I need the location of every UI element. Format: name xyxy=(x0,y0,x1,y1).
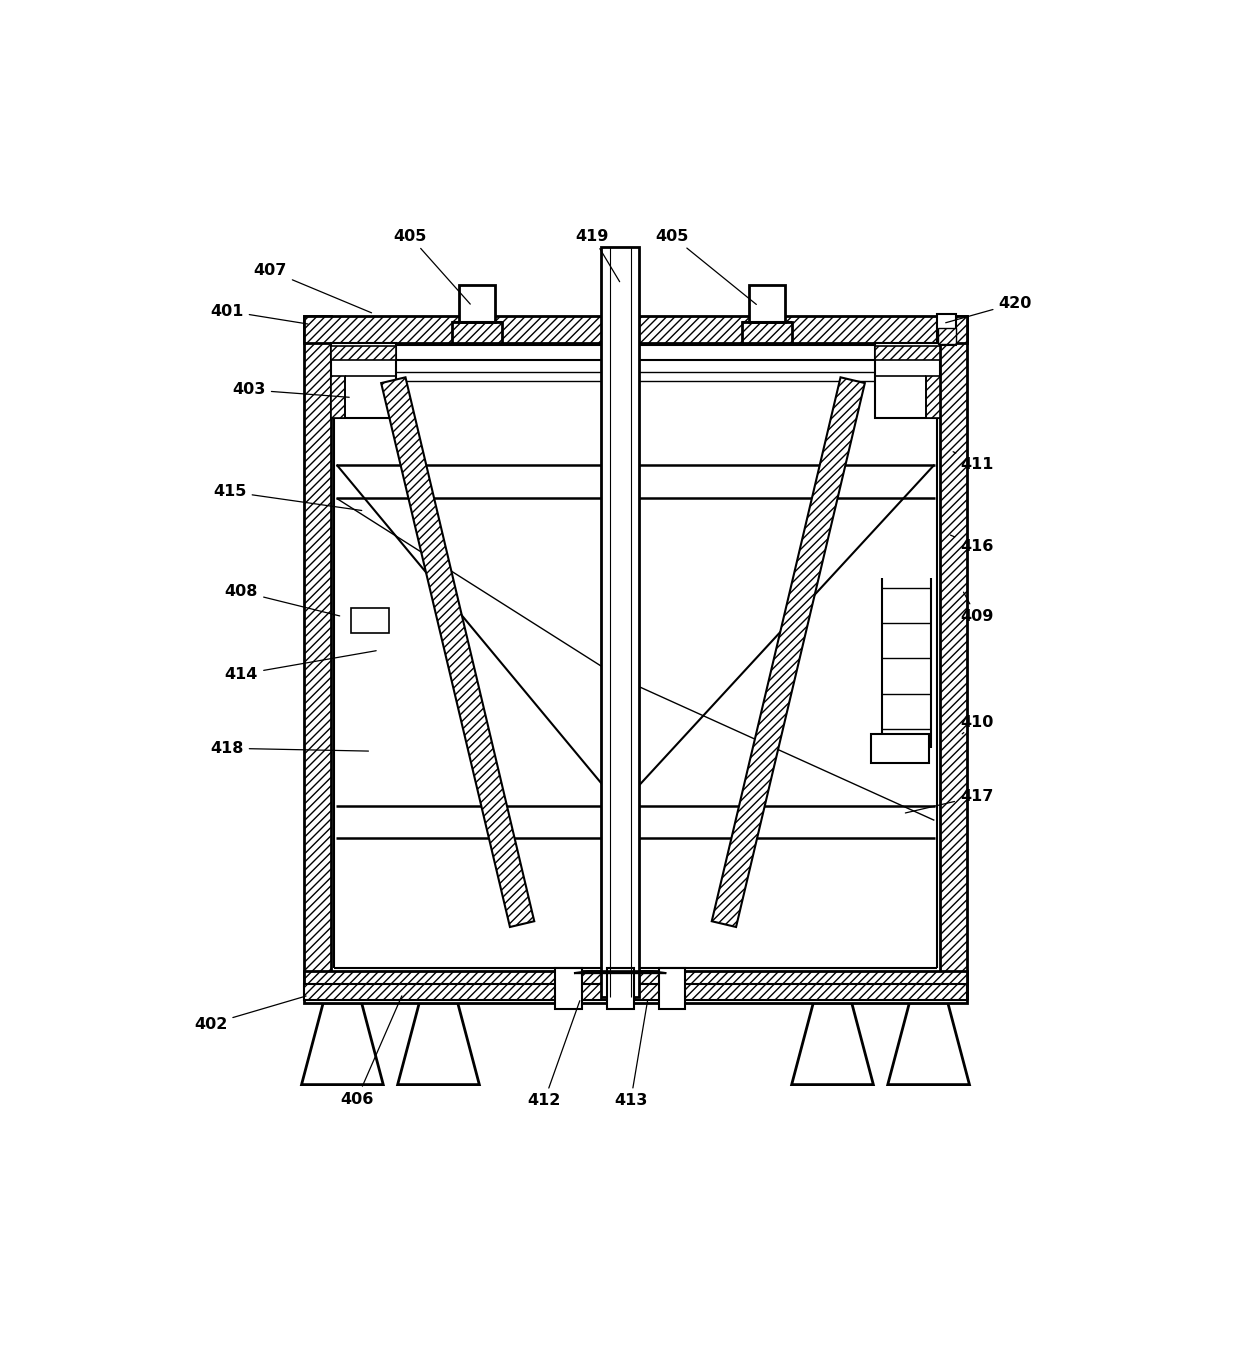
Text: 408: 408 xyxy=(224,584,340,617)
Bar xyxy=(331,342,940,971)
Bar xyxy=(926,376,940,418)
Polygon shape xyxy=(301,1004,383,1085)
Text: 406: 406 xyxy=(340,995,402,1107)
Bar xyxy=(939,329,956,344)
Bar xyxy=(940,316,967,998)
Bar xyxy=(304,316,331,998)
Text: 401: 401 xyxy=(211,303,308,325)
Text: 418: 418 xyxy=(211,740,368,756)
Text: 409: 409 xyxy=(960,592,993,625)
Bar xyxy=(331,342,397,418)
Bar xyxy=(606,968,634,1009)
Text: 407: 407 xyxy=(254,263,372,312)
Bar xyxy=(874,342,940,418)
Polygon shape xyxy=(574,971,666,974)
Bar xyxy=(601,247,640,997)
Text: 410: 410 xyxy=(960,714,993,733)
Bar xyxy=(743,322,792,342)
Text: 403: 403 xyxy=(232,383,350,398)
Text: 412: 412 xyxy=(527,1001,580,1108)
Bar xyxy=(749,285,785,322)
Text: 413: 413 xyxy=(614,1001,647,1108)
Bar xyxy=(554,968,582,1009)
Bar xyxy=(304,985,967,999)
Bar xyxy=(334,372,937,382)
Bar xyxy=(870,733,929,763)
Text: 414: 414 xyxy=(224,650,376,682)
Bar xyxy=(459,285,495,322)
Polygon shape xyxy=(791,1004,873,1085)
Text: 416: 416 xyxy=(950,535,993,554)
Polygon shape xyxy=(381,378,534,928)
Polygon shape xyxy=(888,1004,970,1085)
Bar xyxy=(331,376,345,418)
Polygon shape xyxy=(398,1004,480,1085)
Bar xyxy=(304,993,967,1004)
Text: 402: 402 xyxy=(193,995,306,1032)
Text: 405: 405 xyxy=(393,228,470,304)
Bar xyxy=(331,345,397,360)
Bar xyxy=(334,345,937,360)
Bar xyxy=(658,968,686,1009)
Text: 417: 417 xyxy=(905,789,993,813)
Bar xyxy=(304,316,967,342)
Polygon shape xyxy=(712,378,864,928)
Bar xyxy=(351,608,389,633)
Text: 405: 405 xyxy=(655,228,756,304)
Bar xyxy=(937,314,956,345)
Text: 420: 420 xyxy=(946,296,1032,323)
Bar xyxy=(874,345,940,360)
Text: 411: 411 xyxy=(954,452,993,473)
Text: 419: 419 xyxy=(575,228,620,281)
Text: 415: 415 xyxy=(213,485,362,511)
Bar xyxy=(451,322,502,342)
Bar xyxy=(304,971,967,998)
